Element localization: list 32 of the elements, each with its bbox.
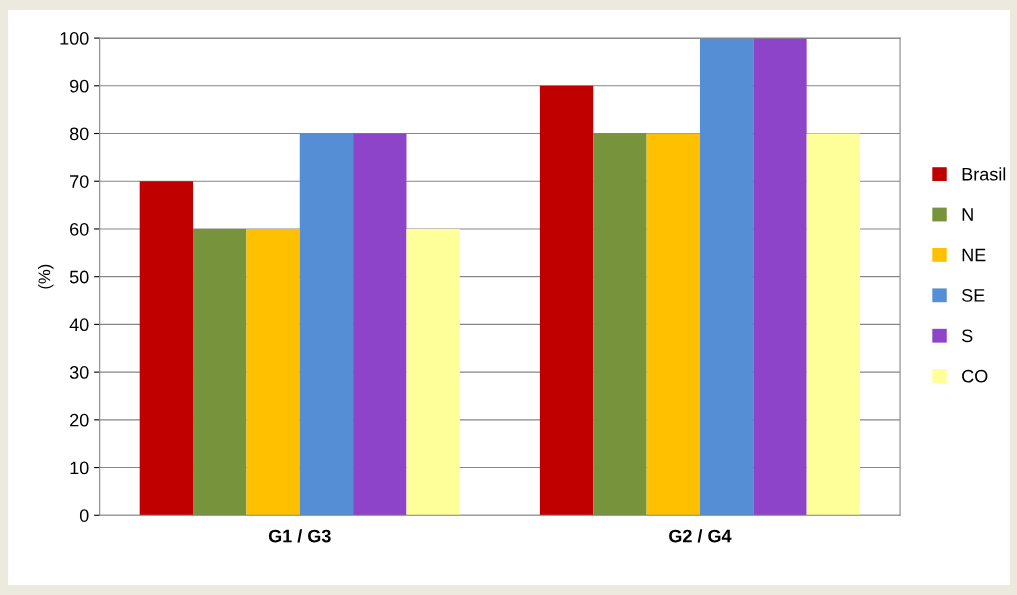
legend-label: N <box>962 208 973 221</box>
y-axis-title: (%) <box>38 264 54 289</box>
bar <box>299 133 354 516</box>
legend-label: NE <box>962 248 986 262</box>
bar <box>353 133 407 516</box>
bar <box>593 133 647 516</box>
bar <box>193 228 247 516</box>
y-tick-label: 30 <box>69 366 89 379</box>
legend-label: CO <box>962 369 988 383</box>
y-tick-label: 70 <box>70 175 89 188</box>
y-tick-label: 60 <box>70 222 89 236</box>
legend-label: SE <box>962 288 985 302</box>
bar <box>246 228 300 516</box>
y-tick-label: 90 <box>70 79 89 93</box>
y-tick-label: 20 <box>70 413 89 427</box>
legend-label: Brasil <box>962 167 1006 181</box>
y-tick-label: 100 <box>60 32 89 45</box>
bar <box>139 181 194 516</box>
bar <box>406 228 460 516</box>
y-tick-label: 50 <box>69 270 89 284</box>
bar <box>699 38 754 516</box>
bar <box>753 38 807 516</box>
legend-label: S <box>962 329 973 343</box>
y-tick-label: 40 <box>69 318 89 332</box>
bar <box>806 133 861 516</box>
y-tick-label: 10 <box>70 461 89 475</box>
bar <box>646 133 700 516</box>
x-tick-label: G1 / G3 <box>268 529 331 543</box>
x-tick-label: G2 / G4 <box>669 529 732 543</box>
y-tick-label: 0 <box>79 509 89 522</box>
y-tick-label: 80 <box>69 127 89 141</box>
bar <box>539 85 594 516</box>
